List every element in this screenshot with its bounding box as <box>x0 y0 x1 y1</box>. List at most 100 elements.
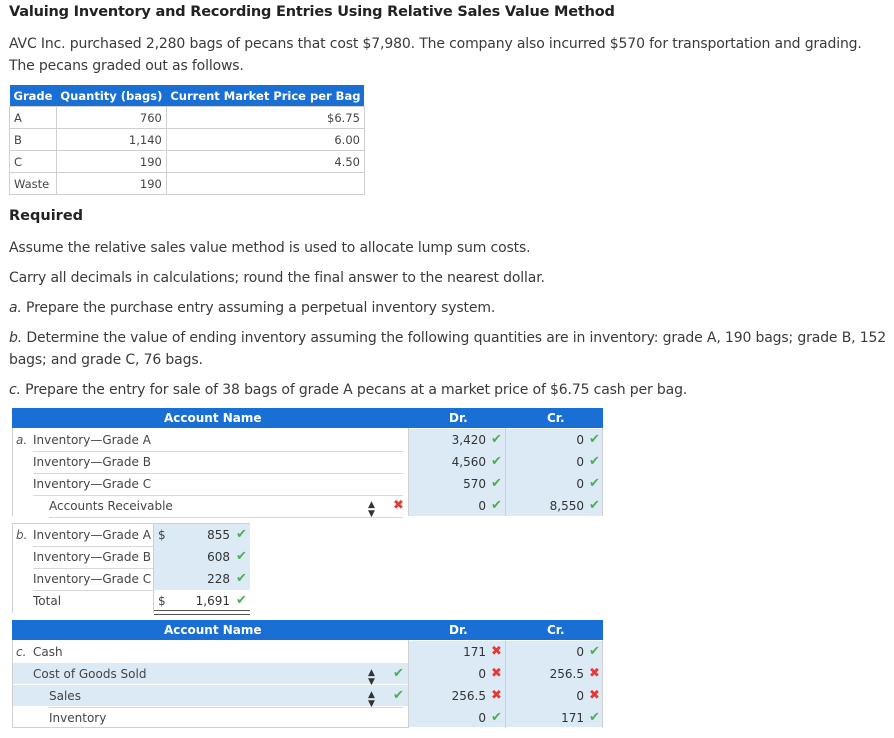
cr-input[interactable]: 0 <box>576 433 584 447</box>
account-select-inventory-c[interactable]: Inventory—Grade C <box>33 473 403 496</box>
table-row: Waste 190 <box>9 172 365 195</box>
dr-input-column <box>409 429 505 517</box>
cr-header: Cr. <box>547 623 565 637</box>
cr-input[interactable]: 171 <box>561 711 584 725</box>
double-underline <box>154 610 250 615</box>
account-select-inventory[interactable]: Inventory <box>49 711 107 725</box>
requirement-b: b. Determine the value of ending invento… <box>9 327 886 349</box>
account-select-accounts-receivable[interactable]: Accounts Receivable <box>49 495 403 518</box>
quantity-cell: 1,140 <box>55 128 167 151</box>
check-icon: ✔ <box>491 454 502 469</box>
dr-input-column <box>409 641 505 728</box>
check-icon: ✔ <box>236 571 247 586</box>
check-icon: ✔ <box>589 476 600 491</box>
intro-text-2: The pecans graded out as follows. <box>9 58 244 74</box>
price-cell: $6.75 <box>165 106 365 129</box>
check-icon: ✔ <box>393 688 404 703</box>
check-icon: ✔ <box>589 644 600 659</box>
column-divider <box>505 428 506 516</box>
cross-icon: ✖ <box>491 644 502 659</box>
value-input-column <box>154 524 250 591</box>
requirement-a: a. Prepare the purchase entry assuming a… <box>9 297 495 319</box>
check-icon: ✔ <box>491 476 502 491</box>
cross-icon: ✖ <box>491 688 502 703</box>
cr-input[interactable]: 0 <box>576 689 584 703</box>
price-cell: 4.50 <box>165 150 365 173</box>
column-divider <box>505 640 506 728</box>
entry-letter: a. <box>16 433 28 447</box>
right-border <box>602 640 603 728</box>
check-icon: ✔ <box>236 549 247 564</box>
dr-input[interactable]: 0 <box>478 711 486 725</box>
account-name-header: Account Name <box>164 411 262 425</box>
account-select-inventory-b[interactable]: Inventory—Grade B <box>33 451 403 474</box>
cross-icon: ✖ <box>589 666 600 681</box>
cr-input[interactable]: 0 <box>576 455 584 469</box>
column-divider <box>408 428 409 516</box>
grade-header: Grade <box>9 85 57 107</box>
dr-header: Dr. <box>449 623 468 637</box>
value-input[interactable]: 228 <box>207 572 230 586</box>
cross-icon: ✖ <box>589 688 600 703</box>
left-border <box>12 640 13 728</box>
sort-arrows-icon[interactable]: ▲ ▼ <box>368 690 375 709</box>
inventory-c-label: Inventory—Grade C <box>33 568 153 591</box>
cr-input-column <box>506 429 602 517</box>
check-icon: ✔ <box>589 498 600 513</box>
account-select-sales[interactable]: Sales <box>49 685 403 708</box>
right-border <box>602 428 603 516</box>
check-icon: ✔ <box>589 454 600 469</box>
total-value[interactable]: 1,691 <box>195 594 230 608</box>
account-select-cost-of-goods-sold[interactable]: Cost of Goods Sold <box>33 663 403 686</box>
check-icon: ✔ <box>236 593 247 608</box>
dr-input[interactable]: 0 <box>478 499 486 513</box>
cr-input[interactable]: 0 <box>576 645 584 659</box>
required-heading: Required <box>9 208 84 224</box>
dr-input[interactable]: 171 <box>463 645 486 659</box>
dr-input[interactable]: 0 <box>478 667 486 681</box>
entry-letter: c. <box>16 645 27 659</box>
value-input[interactable]: 855 <box>207 528 230 542</box>
check-icon: ✔ <box>393 666 404 681</box>
requirement-c: c. Prepare the entry for sale of 38 bags… <box>9 379 687 401</box>
dr-input[interactable]: 3,420 <box>451 433 486 447</box>
quantity-cell: 190 <box>55 172 167 195</box>
check-icon: ✔ <box>491 710 502 725</box>
cross-icon: ✖ <box>393 498 404 513</box>
column-divider <box>408 640 409 728</box>
sort-arrows-icon[interactable]: ▲ ▼ <box>368 500 375 519</box>
requirement-2: Carry all decimals in calculations; roun… <box>9 270 545 286</box>
page-title: Valuing Inventory and Recording Entries … <box>9 4 615 20</box>
currency-symbol: $ <box>158 594 166 608</box>
cr-input[interactable]: 8,550 <box>549 499 584 513</box>
dr-input[interactable]: 4,560 <box>451 455 486 469</box>
table-row: B 1,140 6.00 <box>9 128 365 151</box>
requirement-1: Assume the relative sales value method i… <box>9 240 531 256</box>
grade-cell: Waste <box>9 172 57 195</box>
req-a-text: Prepare the purchase entry assuming a pe… <box>21 300 496 316</box>
dr-input[interactable]: 256.5 <box>451 689 486 703</box>
value-input[interactable]: 608 <box>207 550 230 564</box>
table-row: A 760 $6.75 <box>9 106 365 129</box>
price-header: Current Market Price per Bag <box>166 85 365 107</box>
account-select-cash[interactable]: Cash <box>33 641 403 664</box>
requirement-b-cont: bags; and grade C, 76 bags. <box>9 352 203 368</box>
row-highlight <box>13 685 408 706</box>
check-icon: ✔ <box>589 432 600 447</box>
currency-symbol: $ <box>158 528 166 542</box>
cr-header: Cr. <box>547 411 565 425</box>
dr-header: Dr. <box>449 411 468 425</box>
inventory-a-label: Inventory—Grade A <box>33 524 153 547</box>
sort-arrows-icon[interactable]: ▲ ▼ <box>368 668 375 687</box>
dr-input[interactable]: 570 <box>463 477 486 491</box>
total-label: Total <box>33 594 62 608</box>
intro-text: AVC Inc. purchased 2,280 bags of pecans … <box>9 36 862 52</box>
check-icon: ✔ <box>236 527 247 542</box>
left-border <box>12 428 13 516</box>
journal-a-header: Account Name Dr. Cr. <box>12 408 603 428</box>
quantity-cell: 190 <box>55 150 167 173</box>
account-select-inventory-a[interactable]: Inventory—Grade A <box>33 429 403 452</box>
cr-input[interactable]: 256.5 <box>549 667 584 681</box>
cr-input[interactable]: 0 <box>576 477 584 491</box>
req-a-letter: a. <box>9 300 22 316</box>
